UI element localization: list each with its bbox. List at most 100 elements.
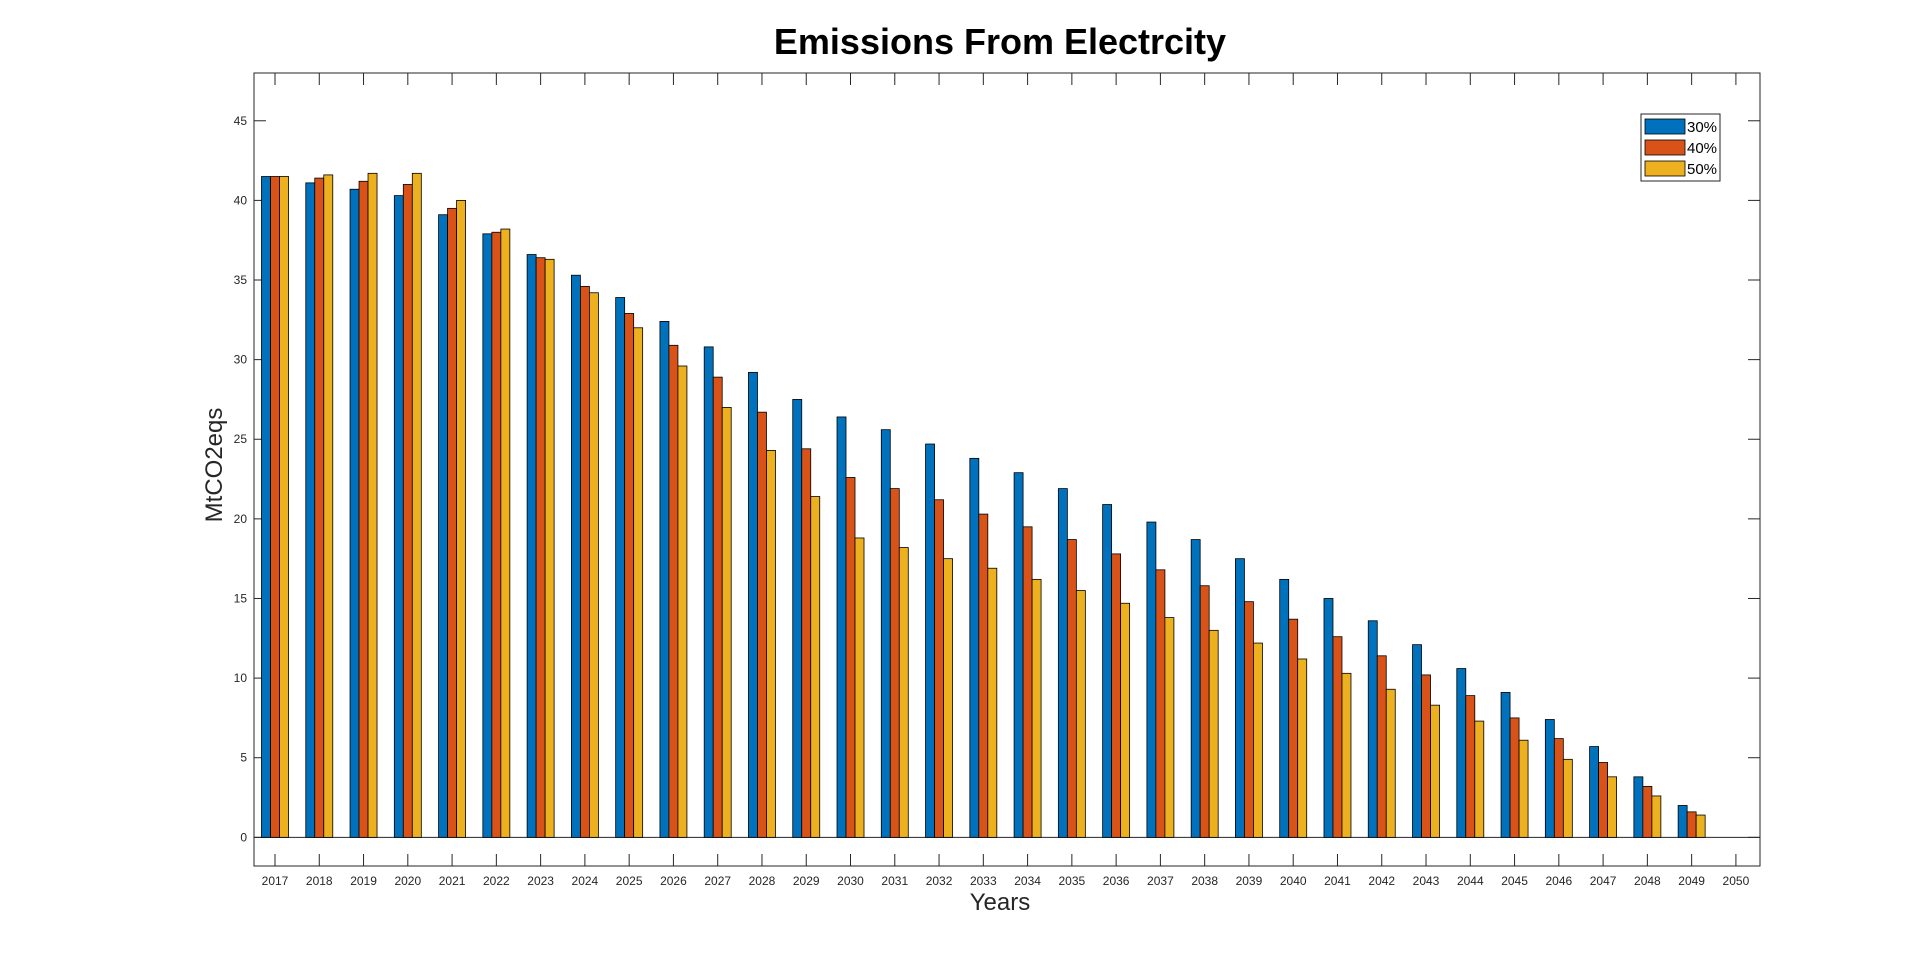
- bar-40pct-2040: [1288, 618, 1299, 838]
- bar-50pct-2044: [1474, 720, 1485, 838]
- bar-50pct-2024: [588, 292, 599, 838]
- x-tick-label: 2026: [660, 874, 687, 888]
- bar-30pct-2042: [1367, 620, 1378, 838]
- bar-40pct-2034: [1022, 526, 1033, 838]
- legend-label: 40%: [1687, 140, 1717, 157]
- bar-30pct-2019: [349, 188, 360, 838]
- bar-40pct-2049: [1686, 811, 1697, 838]
- bar-50pct-2039: [1253, 642, 1263, 838]
- bar-50pct-2017: [279, 176, 289, 838]
- legend-swatch-40pct: [1644, 139, 1686, 156]
- bar-30pct-2034: [1013, 472, 1024, 838]
- y-axis-label: MtCO2eqs: [201, 408, 228, 523]
- bar-50pct-2046: [1562, 758, 1573, 838]
- bar-50pct-2037: [1164, 617, 1175, 838]
- x-tick-label: 2049: [1678, 874, 1705, 888]
- bar-50pct-2029: [810, 496, 821, 838]
- legend: 30% 40% 50%: [1640, 113, 1721, 182]
- bar-30pct-2025: [615, 297, 626, 838]
- bar-30pct-2043: [1412, 644, 1422, 838]
- bar-40pct-2048: [1642, 785, 1653, 838]
- bar-30pct-2020: [393, 195, 404, 838]
- y-tick-label: 35: [234, 273, 248, 287]
- bar-40pct-2031: [889, 488, 900, 838]
- bar-50pct-2036: [1120, 602, 1131, 838]
- bar-50pct-2047: [1607, 776, 1617, 838]
- bar-50pct-2040: [1297, 658, 1308, 838]
- bar-30pct-2028: [748, 371, 758, 838]
- bar-50pct-2032: [943, 558, 953, 838]
- bar-30pct-2030: [836, 416, 847, 838]
- legend-label: 50%: [1687, 161, 1717, 178]
- bar-30pct-2023: [526, 254, 537, 838]
- bar-40pct-2046: [1553, 738, 1564, 838]
- bar-40pct-2020: [402, 184, 413, 838]
- bar-50pct-2041: [1341, 672, 1352, 838]
- legend-label: 30%: [1687, 119, 1717, 136]
- bar-40pct-2027: [712, 376, 723, 838]
- y-tick-label: 0: [240, 830, 247, 844]
- x-tick-label: 2018: [306, 874, 333, 888]
- bar-40pct-2036: [1111, 553, 1122, 838]
- bar-40pct-2033: [978, 513, 989, 838]
- bar-50pct-2033: [987, 567, 998, 838]
- bar-30pct-2033: [969, 457, 980, 838]
- bar-30pct-2037: [1146, 521, 1157, 838]
- bar-50pct-2026: [677, 365, 688, 838]
- bar-30pct-2049: [1677, 805, 1688, 838]
- bar-40pct-2026: [668, 344, 679, 838]
- bar-40pct-2028: [757, 411, 767, 838]
- x-tick-label: 2032: [926, 874, 953, 888]
- bar-50pct-2045: [1518, 739, 1529, 838]
- x-tick-label: 2025: [616, 874, 643, 888]
- bar-40pct-2037: [1155, 569, 1166, 838]
- x-tick-label: 2021: [439, 874, 466, 888]
- x-tick-label: 2020: [394, 874, 421, 888]
- plot-frame: [253, 72, 1761, 867]
- bar-50pct-2020: [411, 172, 422, 838]
- x-tick-label: 2043: [1413, 874, 1440, 888]
- x-tick-label: 2048: [1634, 874, 1661, 888]
- bar-30pct-2029: [792, 399, 803, 838]
- bar-30pct-2024: [570, 274, 581, 838]
- x-tick-label: 2038: [1191, 874, 1218, 888]
- bar-50pct-2031: [898, 547, 909, 838]
- x-tick-label: 2039: [1236, 874, 1263, 888]
- bar-30pct-2036: [1102, 504, 1113, 838]
- bar-50pct-2019: [367, 172, 378, 838]
- x-tick-label: 2017: [262, 874, 289, 888]
- x-axis-label: Years: [970, 889, 1031, 916]
- x-tick-label: 2037: [1147, 874, 1174, 888]
- bar-30pct-2032: [925, 443, 935, 838]
- bar-40pct-2021: [447, 207, 457, 838]
- x-tick-label: 2046: [1545, 874, 1572, 888]
- bar-40pct-2029: [801, 448, 812, 838]
- bar-50pct-2028: [766, 449, 776, 838]
- bar-50pct-2043: [1430, 704, 1440, 838]
- x-tick-label: 2031: [881, 874, 908, 888]
- x-tick-label: 2028: [749, 874, 776, 888]
- bar-40pct-2030: [845, 477, 856, 838]
- bar-40pct-2042: [1376, 655, 1387, 838]
- x-tick-label: 2045: [1501, 874, 1528, 888]
- x-tick-label: 2030: [837, 874, 864, 888]
- bar-40pct-2043: [1421, 674, 1431, 838]
- bar-30pct-2027: [703, 346, 714, 838]
- y-tick-label: 45: [234, 114, 248, 128]
- bar-50pct-2018: [323, 174, 334, 838]
- y-tick-label: 20: [234, 512, 248, 526]
- bar-40pct-2032: [934, 499, 944, 838]
- bar-50pct-2023: [544, 258, 555, 838]
- x-tick-label: 2024: [572, 874, 599, 888]
- bar-50pct-2027: [721, 406, 732, 838]
- x-tick-label: 2034: [1014, 874, 1041, 888]
- x-tick-label: 2036: [1103, 874, 1130, 888]
- x-tick-label: 2027: [704, 874, 731, 888]
- x-tick-label: 2050: [1723, 874, 1750, 888]
- bar-40pct-2045: [1509, 717, 1520, 838]
- bar-40pct-2018: [314, 177, 325, 838]
- bar-30pct-2040: [1279, 578, 1290, 838]
